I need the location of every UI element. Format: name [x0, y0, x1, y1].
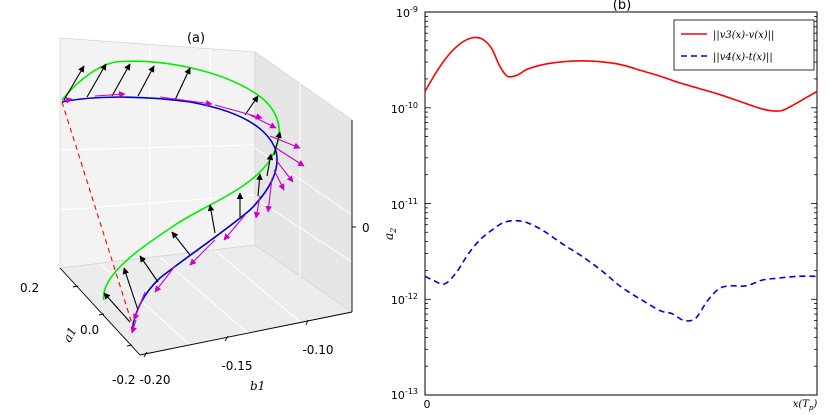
- y-tick-label: 0.2: [20, 281, 39, 295]
- vectors-magenta: [62, 91, 305, 334]
- y-tick-label: 10-12: [391, 292, 418, 307]
- x-tick-label: 0: [424, 398, 431, 411]
- y-tick-label: 10-10: [391, 101, 418, 116]
- y-tick-label: 10-9: [396, 5, 418, 20]
- x-tick-label: -0.15: [221, 359, 252, 373]
- series-v3-minus-v: [424, 36, 818, 112]
- x-axis-label: x(Tp): [793, 399, 818, 412]
- y-tick-label: 10-11: [391, 197, 418, 212]
- y-tick-label: -0.2: [112, 373, 135, 387]
- chord-red: [61, 101, 135, 331]
- vectors-black: [63, 63, 282, 323]
- y-tick-label: 10-13: [391, 387, 418, 402]
- series-v4-minus-t: [424, 219, 818, 322]
- z-tick-label: 0: [362, 221, 370, 235]
- y-tick-exp: -13: [405, 387, 418, 396]
- legend-label-red: ||v3(x)-v(x)||: [713, 30, 774, 41]
- panel-a-title: (a): [187, 31, 205, 46]
- curve-blue: [61, 96, 278, 331]
- y-ticks-b: [425, 11, 817, 396]
- y-axis-label: a2: [382, 228, 398, 240]
- y-tick-labels-b: 10-9 10-10 10-11 10-12 10-13: [391, 5, 418, 402]
- y-axis-label: a1: [60, 325, 79, 345]
- panel-a: (a): [20, 31, 370, 393]
- legend-label-blue: ||v4(x)-t(x)||: [713, 52, 773, 63]
- x-tick-label: -0.10: [302, 343, 333, 357]
- axes-3d: [59, 120, 353, 356]
- pane-left: [59, 37, 256, 269]
- panel-b: (b) 10-9 10-10 10-11 10-12 10-13 0 x(Tp)…: [382, 0, 818, 412]
- legend: ||v3(x)-v(x)|| ||v4(x)-t(x)||: [673, 19, 815, 71]
- y-tick-exp: -9: [410, 5, 418, 14]
- panel-b-title: (b): [613, 0, 631, 13]
- x-axis-label: b1: [250, 379, 265, 393]
- ticks-3d: [72, 226, 356, 358]
- y-tick-label: 0.0: [80, 323, 99, 337]
- legend-frame: [673, 19, 815, 71]
- x-tick-label: -0.20: [139, 373, 170, 387]
